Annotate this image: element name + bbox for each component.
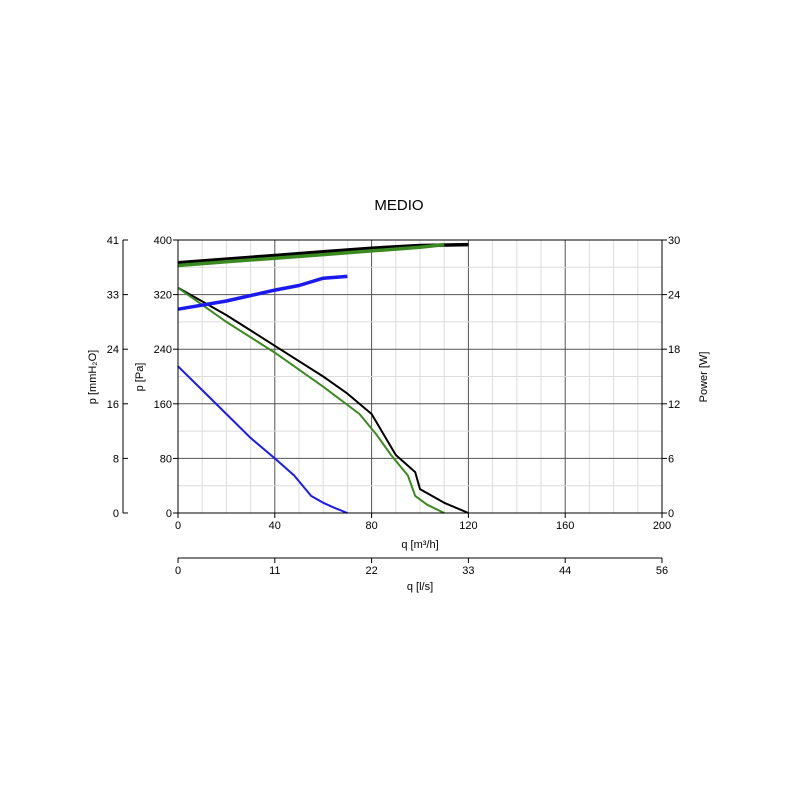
mmh2o-tick-label: 41 — [107, 235, 119, 247]
x-axis-label: q [m³/h] — [401, 539, 438, 551]
x2-axis-label: q [l/s] — [407, 581, 433, 593]
power-axis-label: Power [W] — [698, 352, 710, 403]
grid — [178, 240, 662, 513]
power-tick-label: 12 — [668, 399, 680, 411]
power-tick-label: 18 — [668, 344, 680, 356]
mmh2o-tick-label: 0 — [113, 508, 119, 520]
y-tick-label: 160 — [154, 399, 172, 411]
ls-tick-label: 11 — [269, 565, 280, 577]
power-tick-label: 30 — [668, 235, 680, 247]
y-tick-label: 0 — [166, 508, 172, 520]
mmh2o-tick-label: 33 — [107, 290, 119, 302]
x-tick-label: 200 — [653, 520, 671, 532]
series-group — [177, 242, 469, 514]
x-tick-label: 40 — [269, 520, 281, 532]
power-tick-label: 24 — [668, 290, 680, 302]
ls-tick-label: 44 — [559, 565, 571, 577]
mmh2o-tick-label: 24 — [107, 344, 119, 356]
ls-tick-label: 0 — [175, 565, 181, 577]
ls-tick-label: 56 — [656, 565, 668, 577]
power-tick-label: 6 — [668, 453, 674, 465]
plot-frame — [177, 239, 663, 514]
x-tick-label: 80 — [365, 520, 377, 532]
ls-tick-label: 22 — [365, 565, 377, 577]
y-axis-label: p [Pa] — [134, 363, 146, 392]
pressure-curve-2 — [177, 286, 445, 514]
ticks-group: 0 80 160 240 320 400 0 8 16 24 33 41 0 6 12 18 24 30 0 40 80… — [107, 235, 681, 577]
y-tick-label: 80 — [160, 453, 172, 465]
y-tick-label: 240 — [154, 344, 172, 356]
x-tick-label: 120 — [459, 520, 477, 532]
y-tick-label: 320 — [154, 290, 172, 302]
y2-axis-label: p [mmH₂O] — [87, 350, 99, 404]
power-curve-5 — [177, 242, 445, 268]
ls-tick-label: 33 — [462, 565, 474, 577]
power-curve-6 — [177, 274, 348, 311]
x-tick-label: 0 — [175, 520, 181, 532]
chart-title: MEDIO — [374, 197, 423, 214]
power-curve-4 — [177, 242, 469, 265]
power-tick-label: 0 — [668, 508, 674, 520]
pressure-curve-1 — [177, 286, 469, 514]
pressure-curve-3 — [177, 365, 348, 514]
mmh2o-tick-label: 8 — [113, 453, 119, 465]
y-tick-label: 400 — [154, 235, 172, 247]
mmh2o-tick-label: 16 — [107, 399, 119, 411]
x-tick-label: 160 — [556, 520, 574, 532]
